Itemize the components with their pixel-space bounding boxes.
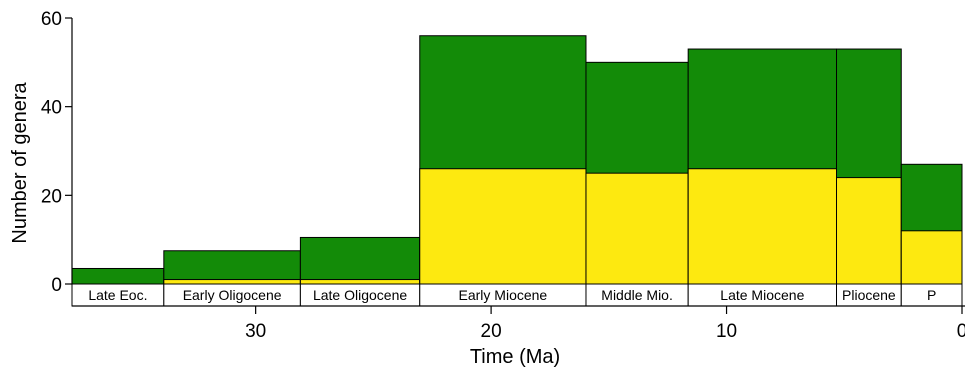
interval-strip: Late Eoc. Early Oligocene Late Oligocene Ea…	[71, 283, 963, 307]
y-axis-label: Number of genera	[9, 82, 31, 244]
bar-bottom-5	[687, 168, 838, 285]
x-tick-label-1: 20	[481, 321, 502, 342]
bar-bottom-6	[836, 177, 902, 285]
x-tick-label-2: 10	[716, 321, 737, 342]
x-axis: 30 20 10 0	[72, 305, 965, 342]
bar-total-2	[299, 236, 421, 285]
y-tick-label-2: 40	[41, 98, 62, 119]
y-tick-label-3: 60	[41, 9, 62, 30]
x-tick-label-0: 30	[245, 321, 266, 342]
interval-label-4: Middle Mio.	[601, 287, 673, 303]
interval-label-3: Early Miocene	[459, 287, 548, 303]
interval-label-0: Late Eoc.	[88, 287, 147, 303]
y-tick-label-1: 20	[41, 186, 62, 207]
interval-label-2: Late Oligocene	[313, 287, 407, 303]
bar-bottom-2	[299, 279, 421, 285]
bars-layer	[71, 35, 963, 285]
x-axis-label: Time (Ma)	[470, 346, 560, 368]
interval-label-1: Early Oligocene	[183, 287, 282, 303]
interval-label-5: Late Miocene	[720, 287, 804, 303]
y-tick-label-0: 0	[51, 275, 62, 296]
bar-bottom-3	[419, 168, 587, 285]
y-axis: 0 20 40 60	[41, 9, 73, 296]
bar-bottom-1	[163, 279, 301, 285]
bar-total-1	[163, 250, 301, 285]
interval-label-6: Pliocene	[842, 287, 896, 303]
bar-bottom-7	[900, 230, 963, 285]
x-tick-label-3: 0	[957, 321, 965, 342]
bar-total-0	[71, 267, 165, 285]
bar-bottom-4	[585, 172, 689, 285]
interval-label-7: P	[927, 287, 936, 303]
